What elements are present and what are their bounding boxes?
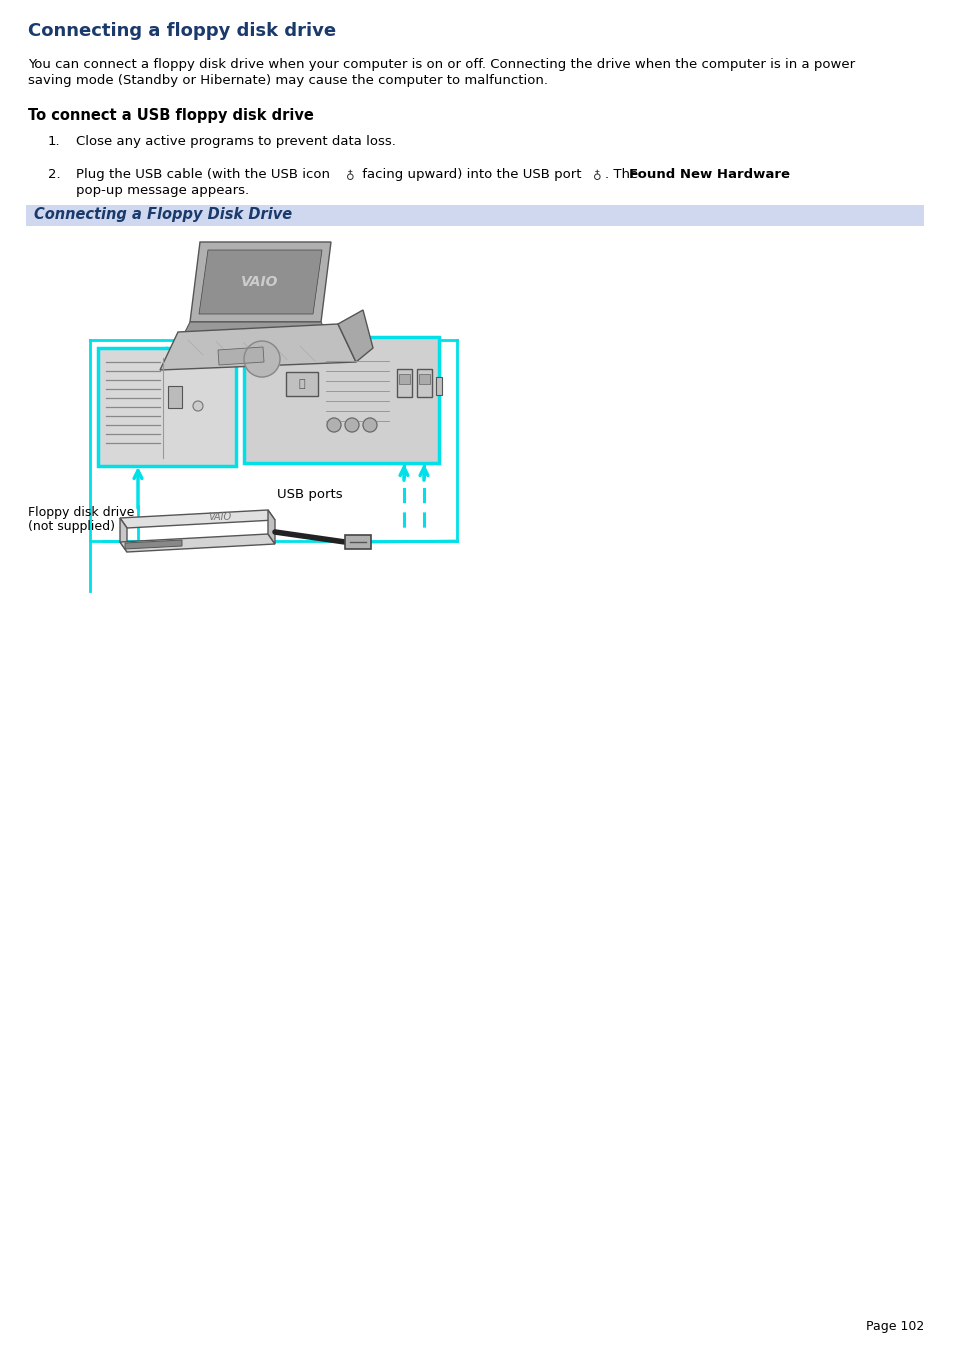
- Polygon shape: [120, 534, 274, 553]
- Polygon shape: [185, 322, 326, 332]
- Text: VAIO: VAIO: [208, 512, 232, 521]
- FancyBboxPatch shape: [168, 386, 182, 408]
- Text: Plug the USB cable (with the USB icon: Plug the USB cable (with the USB icon: [76, 168, 334, 181]
- Circle shape: [345, 417, 358, 432]
- Text: saving mode (Standby or Hibernate) may cause the computer to malfunction.: saving mode (Standby or Hibernate) may c…: [28, 74, 547, 86]
- Text: VAIO: VAIO: [241, 276, 278, 289]
- Text: 1.: 1.: [48, 135, 61, 149]
- FancyBboxPatch shape: [396, 369, 412, 397]
- Polygon shape: [160, 324, 355, 370]
- Bar: [26, 205, 923, 226]
- Text: ♁: ♁: [346, 170, 355, 182]
- Polygon shape: [125, 540, 182, 549]
- Text: pop-up message appears.: pop-up message appears.: [76, 184, 249, 197]
- Circle shape: [363, 417, 376, 432]
- Polygon shape: [190, 242, 331, 322]
- Text: Page 102: Page 102: [864, 1320, 923, 1333]
- FancyBboxPatch shape: [436, 377, 441, 394]
- Text: (not supplied): (not supplied): [28, 520, 115, 534]
- Text: Close any active programs to prevent data loss.: Close any active programs to prevent dat…: [76, 135, 395, 149]
- Text: . The: . The: [604, 168, 641, 181]
- Text: facing upward) into the USB port: facing upward) into the USB port: [357, 168, 585, 181]
- FancyBboxPatch shape: [345, 535, 371, 549]
- FancyBboxPatch shape: [286, 372, 317, 396]
- Text: To connect a USB floppy disk drive: To connect a USB floppy disk drive: [28, 108, 314, 123]
- Polygon shape: [199, 250, 322, 313]
- FancyBboxPatch shape: [398, 374, 410, 384]
- Polygon shape: [268, 509, 274, 544]
- FancyBboxPatch shape: [244, 336, 438, 463]
- Text: Found New Hardware: Found New Hardware: [628, 168, 789, 181]
- Text: Floppy disk drive: Floppy disk drive: [28, 507, 134, 519]
- Circle shape: [193, 401, 203, 411]
- FancyBboxPatch shape: [418, 374, 430, 384]
- Polygon shape: [120, 509, 274, 528]
- Circle shape: [244, 340, 280, 377]
- Polygon shape: [120, 517, 127, 553]
- Polygon shape: [218, 347, 264, 365]
- Text: ⌖: ⌖: [298, 380, 305, 389]
- FancyBboxPatch shape: [416, 369, 432, 397]
- Circle shape: [327, 417, 340, 432]
- Text: 2.: 2.: [48, 168, 61, 181]
- Text: ♁: ♁: [593, 170, 601, 182]
- Polygon shape: [337, 309, 373, 362]
- Text: USB ports: USB ports: [277, 488, 342, 501]
- Text: Connecting a Floppy Disk Drive: Connecting a Floppy Disk Drive: [34, 208, 292, 223]
- Text: Connecting a floppy disk drive: Connecting a floppy disk drive: [28, 22, 335, 41]
- Text: You can connect a floppy disk drive when your computer is on or off. Connecting : You can connect a floppy disk drive when…: [28, 58, 854, 72]
- FancyBboxPatch shape: [98, 349, 235, 466]
